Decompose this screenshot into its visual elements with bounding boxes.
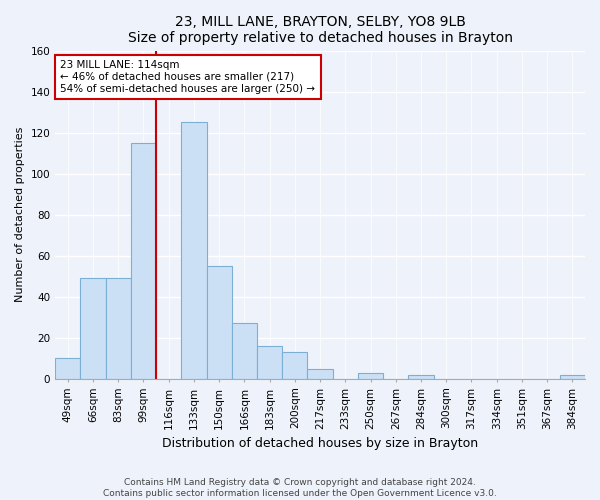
Text: 23 MILL LANE: 114sqm
← 46% of detached houses are smaller (217)
54% of semi-deta: 23 MILL LANE: 114sqm ← 46% of detached h…: [61, 60, 316, 94]
Bar: [257, 346, 282, 379]
Text: Contains HM Land Registry data © Crown copyright and database right 2024.
Contai: Contains HM Land Registry data © Crown c…: [103, 478, 497, 498]
Bar: [106, 278, 131, 379]
Bar: [560, 375, 585, 379]
Bar: [409, 375, 434, 379]
Bar: [131, 143, 156, 379]
Y-axis label: Number of detached properties: Number of detached properties: [15, 127, 25, 302]
Bar: [232, 324, 257, 379]
Bar: [55, 358, 80, 379]
Bar: [80, 278, 106, 379]
X-axis label: Distribution of detached houses by size in Brayton: Distribution of detached houses by size …: [162, 437, 478, 450]
Bar: [206, 266, 232, 379]
Bar: [181, 122, 206, 379]
Bar: [307, 368, 332, 379]
Bar: [282, 352, 307, 379]
Title: 23, MILL LANE, BRAYTON, SELBY, YO8 9LB
Size of property relative to detached hou: 23, MILL LANE, BRAYTON, SELBY, YO8 9LB S…: [128, 15, 512, 45]
Bar: [358, 372, 383, 379]
